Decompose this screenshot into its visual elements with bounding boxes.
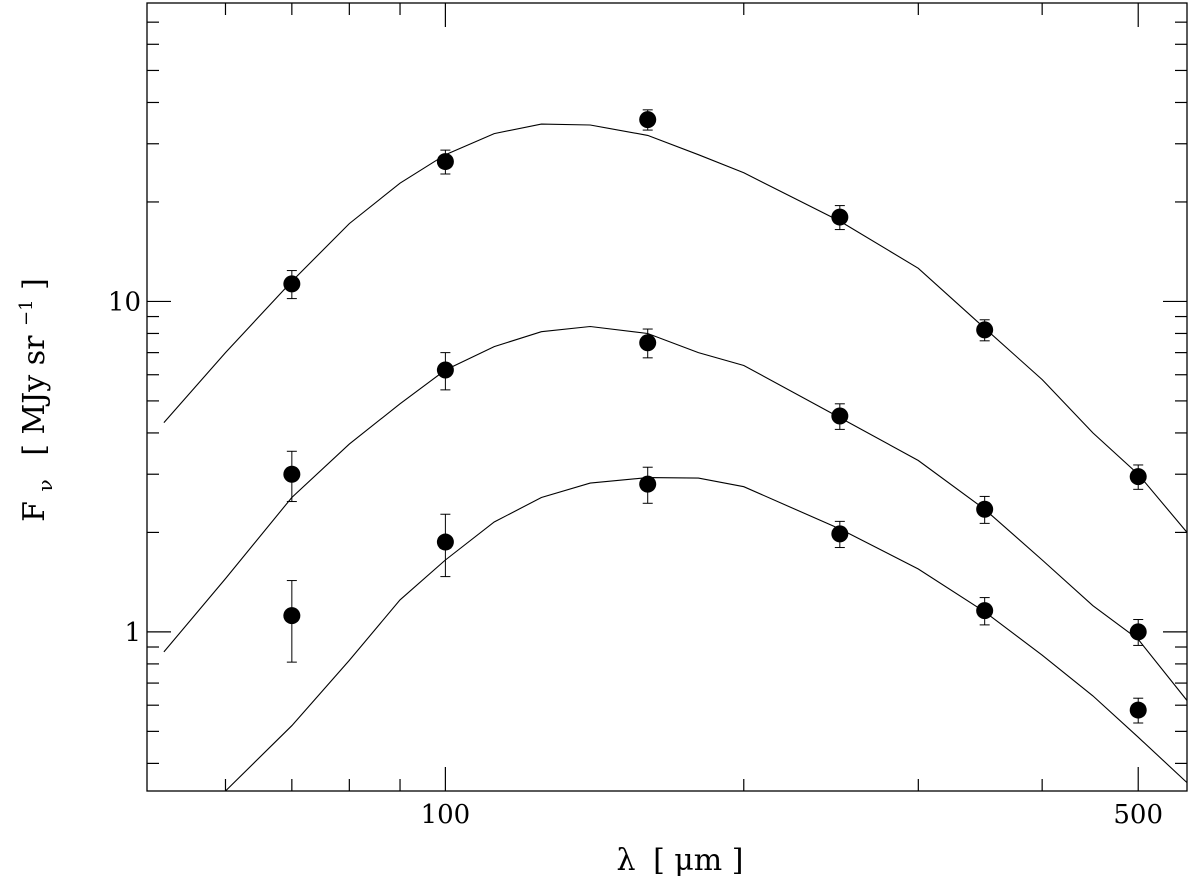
x-tick-label: 500 [1113, 800, 1163, 830]
data-point-group [1129, 464, 1147, 490]
data-point-group [283, 450, 301, 503]
model-curve-2 [163, 325, 1188, 701]
data-point [283, 607, 301, 625]
data-point [639, 475, 657, 493]
data-point-group [831, 520, 849, 549]
data-point-group [1129, 619, 1147, 646]
y-tick-label: 1 [124, 618, 141, 648]
y-axis-unit-close: ] [17, 278, 52, 290]
data-point-group [436, 352, 454, 391]
data-point [639, 334, 657, 352]
model-curve-3 [225, 477, 1188, 792]
data-point [976, 602, 994, 620]
data-point [1129, 701, 1147, 719]
data-point [976, 321, 994, 339]
data-point [436, 533, 454, 551]
axis-ticks [147, 3, 1187, 791]
data-point-group [831, 403, 849, 430]
data-point-group [283, 270, 301, 300]
data-point [976, 500, 994, 518]
model-curves [163, 123, 1188, 792]
data-point [436, 153, 454, 171]
data-point-group [283, 580, 301, 663]
data-point [1129, 623, 1147, 641]
data-point [639, 111, 657, 129]
x-axis-label: λ [ μm ] [617, 843, 744, 878]
y-axis-unit: [ MJy sr [17, 335, 52, 456]
data-point [1129, 468, 1147, 486]
data-point [831, 208, 849, 226]
model-curve-1 [163, 123, 1188, 533]
data-point-group [639, 466, 657, 504]
y-axis-label: F ν [ MJy sr −1 ] [5, 278, 60, 522]
x-axis-symbol: λ [617, 843, 636, 878]
y-tick-label: 10 [108, 287, 141, 317]
tick-labels: 100 500 1 10 [108, 287, 1163, 830]
data-point [283, 275, 301, 293]
data-point-group [436, 149, 454, 175]
plot-frame [146, 2, 1188, 792]
plot-area [146, 2, 1188, 792]
y-axis-symbol: F [17, 501, 52, 522]
data-point-group [1129, 697, 1147, 724]
x-tick-label: 100 [421, 800, 471, 830]
y-axis-unit-exponent: −1 [16, 299, 37, 326]
data-point [283, 465, 301, 483]
data-point [436, 361, 454, 379]
data-point-group [831, 205, 849, 231]
x-axis-unit: [ μm ] [653, 843, 743, 878]
y-axis-subscript: ν [33, 479, 57, 491]
data-point-group [976, 495, 994, 524]
data-point-group [976, 319, 994, 342]
data-point-group [436, 513, 454, 578]
data-points [283, 109, 1147, 724]
data-point [831, 525, 849, 543]
data-point-group [976, 597, 994, 626]
data-point [831, 407, 849, 425]
data-point-group [639, 109, 657, 131]
data-point-group [639, 328, 657, 359]
